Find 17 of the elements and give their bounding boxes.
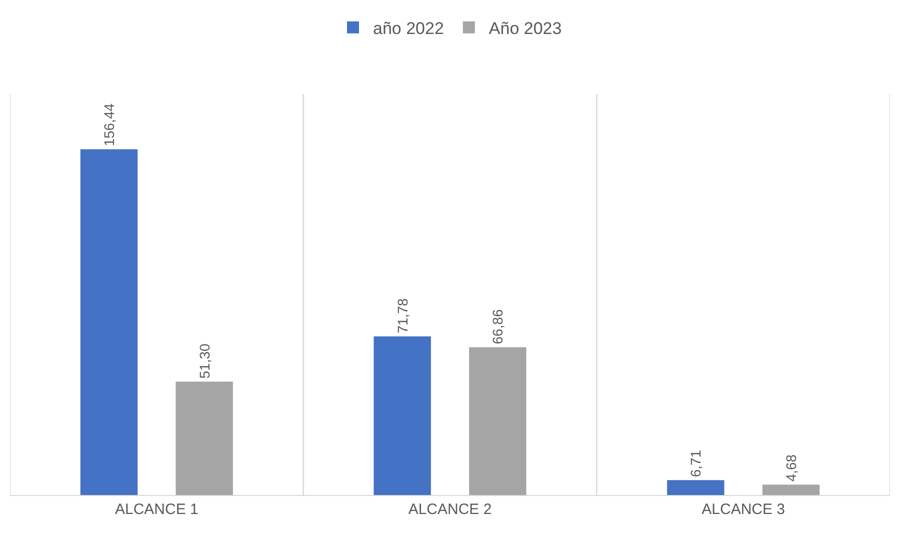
data-label: 66,86 — [490, 309, 506, 344]
bar — [469, 347, 526, 495]
x-tick-label: ALCANCE 3 — [702, 501, 786, 518]
legend-label: año 2022 — [373, 19, 444, 38]
bar — [80, 149, 138, 495]
data-label: 51,30 — [196, 343, 212, 379]
x-tick-label: ALCANCE 1 — [114, 501, 198, 518]
bar — [667, 480, 724, 495]
data-label: 6,71 — [688, 450, 704, 478]
x-tick-label: ALCANCE 2 — [408, 501, 492, 518]
data-label: 156,44 — [101, 103, 117, 146]
bar — [374, 336, 431, 495]
bar — [762, 484, 820, 495]
bar — [176, 382, 233, 495]
legend-label: Año 2023 — [488, 19, 562, 38]
data-label: 4,68 — [783, 454, 799, 482]
data-label: 71,78 — [394, 298, 410, 334]
